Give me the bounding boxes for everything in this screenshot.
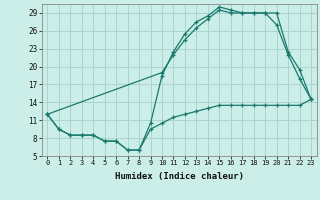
X-axis label: Humidex (Indice chaleur): Humidex (Indice chaleur) — [115, 172, 244, 181]
